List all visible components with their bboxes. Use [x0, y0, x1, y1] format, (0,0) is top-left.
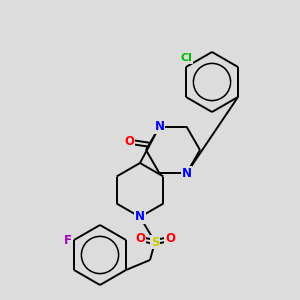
- Text: O: O: [125, 135, 135, 148]
- Text: O: O: [165, 232, 175, 245]
- Text: N: N: [135, 211, 145, 224]
- Text: O: O: [135, 232, 145, 245]
- Text: N: N: [182, 167, 191, 180]
- Text: N: N: [154, 120, 164, 133]
- Text: F: F: [64, 233, 72, 247]
- Text: S: S: [151, 236, 159, 248]
- Text: Cl: Cl: [180, 53, 192, 63]
